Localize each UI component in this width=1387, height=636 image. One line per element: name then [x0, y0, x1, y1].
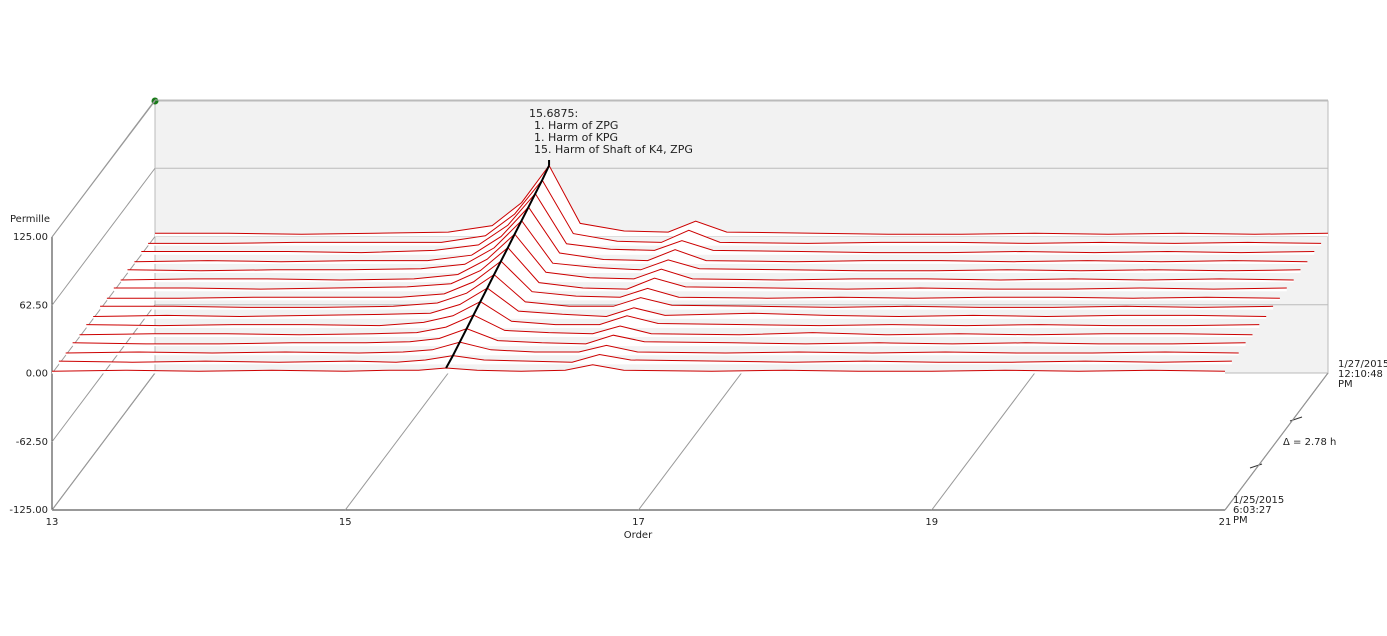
x-tick-label: 19 [925, 517, 938, 528]
y-axis-label: Permille [10, 214, 50, 225]
trace [86, 301, 1260, 327]
grid-line [51, 167, 156, 306]
grid-line [51, 372, 156, 511]
trace [134, 206, 1308, 263]
trace [79, 314, 1253, 336]
grid-line [51, 236, 156, 374]
x-tick-label: 13 [46, 517, 59, 528]
trace-fill [58, 354, 1232, 365]
trace [65, 341, 1239, 354]
trace [72, 328, 1246, 345]
trace [58, 353, 1232, 363]
x-tick-label: 17 [632, 517, 645, 528]
grid-line [51, 99, 156, 238]
time-start-label: 1/25/2015 [1233, 495, 1284, 506]
time-start-label: PM [1233, 515, 1248, 526]
time-start-label: 6:03:27 [1233, 505, 1272, 516]
y-tick-label: -62.50 [16, 437, 48, 448]
time-end-label: PM [1338, 379, 1353, 390]
y-tick-label: 62.50 [19, 300, 48, 311]
cursor-annotation: 1. Harm of KPG [534, 131, 618, 144]
grid-line [638, 372, 742, 511]
cursor-annotation: 1. Harm of ZPG [534, 119, 618, 132]
y-tick-label: 125.00 [13, 232, 48, 243]
trace-fill [79, 315, 1253, 337]
time-end-label: 1/27/2015 [1338, 359, 1387, 370]
trace [155, 164, 1329, 235]
cursor-label: 15.6875: [529, 107, 578, 120]
trace [141, 192, 1315, 254]
x-axis-label: Order [624, 530, 653, 541]
cursor-line [445, 165, 551, 369]
x-tick-label: 15 [339, 517, 352, 528]
cursor-annotation: 15. Harm of Shaft of K4, ZPG [534, 143, 693, 156]
grid-line [931, 372, 1036, 511]
time-tick [1249, 463, 1263, 469]
y-tick-label: 0.00 [26, 369, 48, 380]
trace [113, 246, 1287, 290]
x-tick-label: 21 [1219, 517, 1232, 528]
trace [93, 287, 1267, 318]
grid-line [344, 372, 449, 511]
trace [51, 364, 1226, 372]
trace [100, 273, 1274, 308]
y-tick-label: -125.00 [9, 505, 48, 516]
trace [148, 179, 1322, 244]
grid-line [1224, 372, 1329, 511]
time-step-label: Δ = 2.78 h [1283, 437, 1336, 448]
trace [106, 260, 1280, 299]
time-end-label: 12:10:48 [1338, 369, 1383, 380]
trace [120, 233, 1294, 281]
trace [127, 219, 1301, 272]
